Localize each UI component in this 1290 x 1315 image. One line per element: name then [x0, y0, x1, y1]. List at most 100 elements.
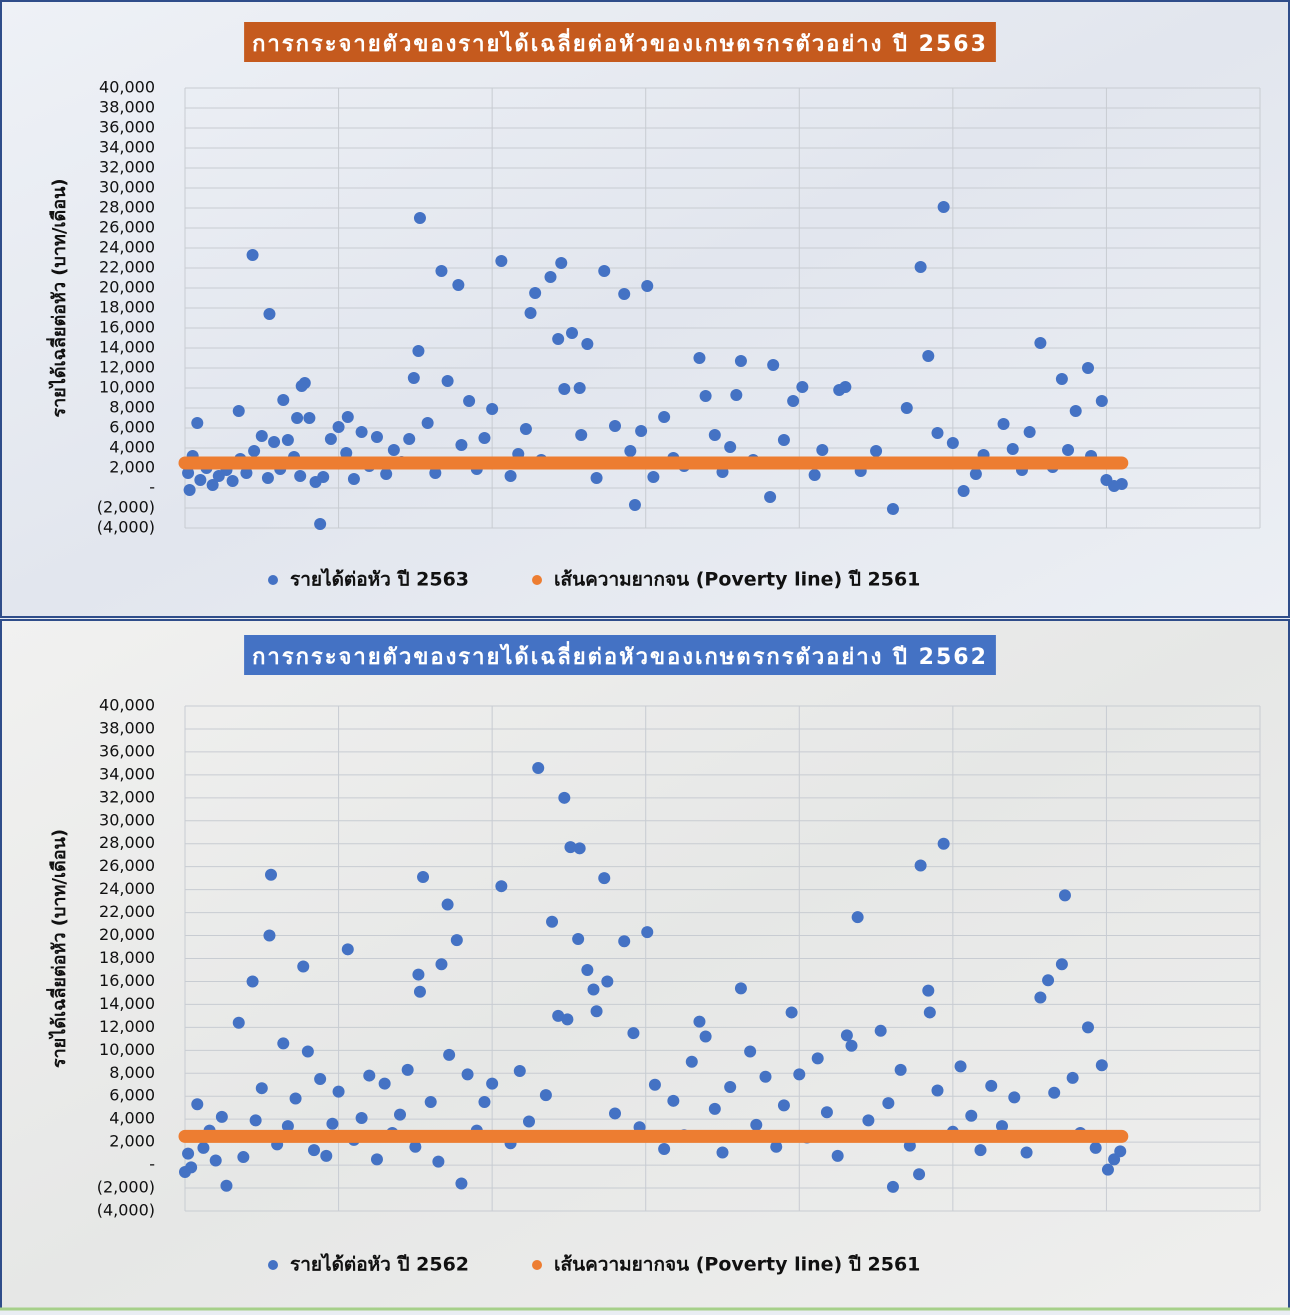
data-point	[220, 1179, 233, 1192]
data-point	[277, 1037, 290, 1050]
data-point	[435, 958, 448, 971]
data-point	[255, 1082, 268, 1095]
data-point	[787, 395, 800, 407]
data-point	[609, 420, 621, 432]
data-point	[1089, 1141, 1102, 1154]
data-point	[598, 872, 611, 885]
data-point	[232, 405, 245, 417]
data-point	[808, 469, 821, 481]
data-point	[796, 381, 809, 393]
data-point	[308, 1144, 320, 1157]
data-point	[215, 1110, 228, 1123]
y-tick-label: 24,000	[99, 879, 155, 898]
y-tick-label: (4,000)	[97, 518, 155, 537]
data-point	[265, 868, 277, 881]
chart-title: การกระจายตัวของรายได้เฉลี่ยต่อหัวของเกษต…	[252, 640, 988, 670]
data-point	[974, 1144, 987, 1157]
data-point	[281, 1120, 294, 1133]
y-tick-label: 10,000	[99, 1040, 155, 1059]
y-tick-label: 6,000	[109, 418, 155, 437]
data-point	[326, 1117, 339, 1130]
data-point	[403, 433, 416, 445]
data-point	[922, 984, 935, 997]
title-box	[244, 22, 996, 62]
data-point	[441, 375, 454, 387]
y-tick-label: 10,000	[99, 378, 155, 397]
data-point	[232, 1016, 245, 1029]
y-tick-label: (4,000)	[97, 1201, 155, 1220]
y-tick-label: 16,000	[99, 971, 155, 990]
data-point	[194, 474, 207, 486]
data-point	[862, 1114, 875, 1127]
data-point	[647, 471, 660, 483]
data-point	[320, 1149, 333, 1162]
data-point	[314, 518, 327, 530]
data-point	[237, 1151, 250, 1164]
data-point	[937, 201, 950, 213]
data-point	[246, 975, 259, 988]
data-point	[519, 423, 532, 435]
y-tick-label: 4,000	[109, 438, 155, 457]
y-tick-label: 22,000	[99, 902, 155, 921]
data-point	[581, 338, 594, 350]
data-point	[882, 1097, 895, 1110]
data-point	[424, 1095, 437, 1108]
y-tick-label: (2,000)	[97, 498, 155, 517]
data-point	[708, 1102, 721, 1115]
data-point	[1058, 889, 1071, 902]
data-point	[412, 968, 425, 981]
legend-marker	[268, 575, 278, 585]
data-point	[1055, 958, 1068, 971]
data-point	[191, 417, 204, 429]
data-point	[421, 417, 434, 429]
data-point	[552, 1009, 565, 1022]
data-point	[609, 1107, 621, 1120]
y-tick-label: 26,000	[99, 218, 155, 237]
data-point	[558, 791, 571, 804]
y-tick-label: 30,000	[99, 178, 155, 197]
y-tick-label: 4,000	[109, 1109, 155, 1128]
y-tick-label: 22,000	[99, 258, 155, 277]
data-point	[340, 447, 353, 459]
data-point	[355, 1112, 368, 1125]
data-point	[937, 837, 950, 850]
data-point	[303, 412, 316, 424]
data-point	[1114, 1145, 1127, 1158]
data-point	[191, 1098, 204, 1111]
data-point	[1095, 395, 1108, 407]
data-point	[539, 1089, 552, 1102]
data-point	[777, 434, 790, 446]
data-point	[914, 859, 927, 872]
data-point	[281, 434, 294, 446]
data-point	[627, 1027, 640, 1040]
data-point	[1034, 991, 1047, 1004]
data-point	[412, 345, 425, 357]
data-point	[268, 436, 281, 448]
y-tick-label: 12,000	[99, 358, 155, 377]
data-point	[1101, 1163, 1114, 1176]
data-point	[378, 1077, 391, 1090]
data-point	[197, 1141, 210, 1154]
y-tick-label: -	[149, 1155, 155, 1174]
data-point	[724, 441, 737, 453]
legend-marker	[532, 575, 543, 585]
data-point	[277, 394, 290, 406]
data-point	[417, 871, 430, 884]
data-point	[965, 1109, 978, 1122]
y-tick-label: 28,000	[99, 198, 155, 217]
data-point	[685, 1055, 698, 1068]
data-point	[206, 479, 219, 491]
y-tick-label: 38,000	[99, 718, 155, 737]
y-tick-label: 24,000	[99, 238, 155, 257]
data-point	[341, 411, 354, 423]
data-point	[716, 1146, 729, 1159]
data-point	[546, 915, 559, 928]
data-point	[744, 1045, 757, 1058]
data-point	[291, 412, 304, 424]
data-point	[874, 1024, 887, 1037]
data-point	[495, 880, 508, 893]
data-point	[667, 1094, 680, 1107]
data-point	[811, 1052, 824, 1065]
data-point	[573, 382, 586, 394]
y-tick-label: 2,000	[109, 458, 155, 477]
